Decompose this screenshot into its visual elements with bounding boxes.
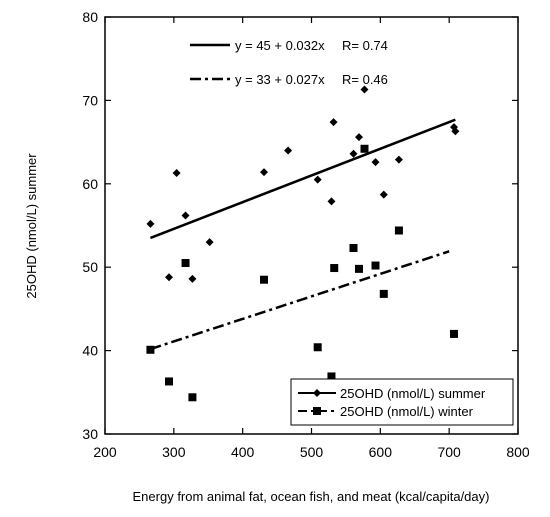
equation-2: y = 33 + 0.027x	[235, 72, 325, 87]
point-summer	[165, 273, 174, 282]
point-summer	[327, 197, 336, 206]
point-winter	[165, 377, 174, 386]
point-summer	[313, 175, 322, 184]
point-summer	[188, 274, 197, 283]
point-summer	[284, 146, 293, 155]
equation-box: y = 45 + 0.032x R= 0.74 y = 33 + 0.027x …	[190, 38, 388, 87]
y-axis-title: 25OHD (nmol/L) summer	[24, 153, 39, 299]
legend-label-winter: 25OHD (nmol/L) winter	[340, 404, 474, 419]
point-winter	[313, 343, 322, 352]
data-points	[146, 85, 460, 402]
y-tick-label: 50	[82, 259, 98, 275]
equation-2-r: R= 0.46	[342, 72, 388, 87]
y-tick-label: 70	[82, 92, 98, 108]
point-summer	[172, 168, 181, 177]
point-winter	[394, 226, 403, 235]
point-winter	[146, 345, 155, 354]
point-summer	[451, 127, 460, 136]
y-tick-label: 40	[82, 343, 98, 359]
point-winter	[371, 261, 380, 270]
point-summer	[181, 211, 190, 220]
legend-marker-summer	[313, 389, 321, 397]
point-winter	[327, 372, 336, 381]
point-summer	[371, 158, 380, 167]
point-summer	[205, 238, 214, 247]
fit-line-2	[150, 250, 450, 351]
x-tick-label: 300	[162, 444, 186, 460]
point-winter	[349, 244, 358, 253]
y-tick-label: 30	[82, 426, 98, 442]
point-winter	[360, 144, 369, 153]
x-tick-label: 400	[231, 444, 255, 460]
fit-line-1	[149, 118, 456, 240]
point-winter	[449, 329, 458, 338]
equation-1-r: R= 0.74	[342, 38, 388, 53]
legend-marker-winter	[313, 407, 321, 415]
point-summer	[349, 149, 358, 158]
point-summer	[146, 219, 155, 228]
tick-labels: 200 300 400 500 600 700 800 30 40 50 60 70 80	[82, 9, 529, 460]
point-summer	[354, 133, 363, 142]
y-tick-label: 60	[82, 176, 98, 192]
x-tick-label: 700	[437, 444, 461, 460]
legend: 25OHD (nmol/L) summer 25OHD (nmol/L) win…	[290, 378, 514, 426]
x-tick-label: 200	[93, 444, 117, 460]
x-tick-label: 600	[369, 444, 393, 460]
point-winter	[260, 275, 269, 284]
point-winter	[181, 259, 190, 268]
point-summer	[260, 168, 269, 177]
point-winter	[379, 289, 388, 298]
equation-1: y = 45 + 0.032x	[235, 38, 325, 53]
x-axis-title: Energy from animal fat, ocean fish, and …	[133, 489, 490, 504]
point-summer	[394, 155, 403, 164]
point-summer	[329, 118, 338, 127]
point-summer	[360, 85, 369, 94]
y-tick-label: 80	[82, 9, 98, 25]
point-winter	[188, 393, 197, 402]
point-winter	[354, 264, 363, 273]
x-tick-label: 800	[506, 444, 530, 460]
legend-label-summer: 25OHD (nmol/L) summer	[340, 386, 486, 401]
point-summer	[379, 190, 388, 199]
fit-lines	[149, 118, 456, 351]
axis-ticks	[104, 16, 519, 435]
x-tick-label: 500	[300, 444, 324, 460]
point-winter	[330, 264, 339, 273]
legend-frame	[290, 378, 514, 426]
